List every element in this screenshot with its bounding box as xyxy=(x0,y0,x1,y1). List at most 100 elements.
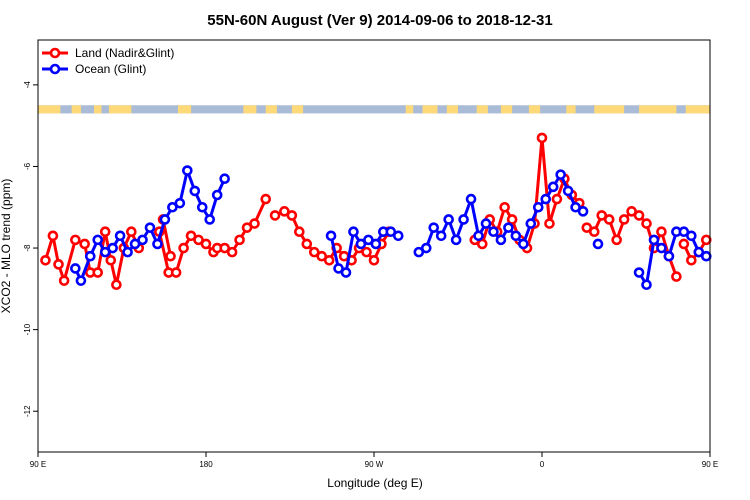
land-band-segment xyxy=(476,105,488,114)
data-point xyxy=(671,271,682,282)
data-point xyxy=(420,242,432,254)
data-point xyxy=(611,234,622,246)
x-axis-label: Longitude (deg E) xyxy=(327,476,422,490)
x-tick-label: 90 W xyxy=(365,460,384,469)
data-point xyxy=(325,230,337,242)
land-band-segment xyxy=(422,105,438,114)
y-tick-label: -6 xyxy=(23,162,32,170)
legend-label: Ocean (Glint) xyxy=(75,62,146,76)
data-point xyxy=(99,246,111,258)
land-band-segment xyxy=(38,105,61,114)
land-band-segment xyxy=(446,105,458,114)
data-point xyxy=(368,254,380,266)
data-point xyxy=(596,210,608,221)
data-point xyxy=(167,201,178,213)
data-point xyxy=(686,230,697,242)
series-ocean xyxy=(70,165,712,291)
data-point xyxy=(663,250,675,262)
data-point xyxy=(540,193,552,205)
y-axis-ticks: -12 -10 -8 -6 -4 xyxy=(23,81,38,417)
land-band-segment xyxy=(265,105,277,114)
data-point xyxy=(159,214,171,225)
data-point xyxy=(450,234,462,246)
data-point xyxy=(458,214,469,225)
data-point xyxy=(323,254,335,266)
land-band-segment xyxy=(243,105,257,114)
data-point xyxy=(92,267,104,278)
data-point xyxy=(648,234,660,246)
data-point xyxy=(700,250,712,262)
data-point xyxy=(413,246,425,258)
land-band-segment xyxy=(291,105,304,114)
legend-item: Ocean (Glint) xyxy=(42,62,146,76)
legend-marker xyxy=(49,47,61,59)
data-point xyxy=(641,218,652,229)
series-line xyxy=(682,239,708,262)
plot-series xyxy=(40,132,712,291)
data-point xyxy=(633,267,645,278)
data-point xyxy=(495,234,507,246)
land-band-segment xyxy=(71,105,81,114)
data-point xyxy=(40,254,51,266)
data-point xyxy=(269,210,281,221)
data-point xyxy=(111,279,122,291)
y-tick-label: -4 xyxy=(23,81,32,89)
data-point xyxy=(170,267,182,278)
data-point xyxy=(200,238,212,250)
data-point xyxy=(633,210,645,221)
data-point xyxy=(79,238,90,250)
y-tick-label: -8 xyxy=(23,244,32,252)
data-point xyxy=(506,214,518,225)
data-point xyxy=(678,226,690,238)
data-point xyxy=(355,238,367,250)
data-point xyxy=(107,242,118,254)
data-point xyxy=(592,238,604,250)
data-point xyxy=(370,238,382,250)
series-line xyxy=(274,209,391,262)
data-point xyxy=(532,201,544,213)
data-point xyxy=(385,226,397,238)
data-point xyxy=(476,238,488,250)
data-point xyxy=(555,169,566,180)
data-point xyxy=(189,185,201,197)
data-point xyxy=(260,193,272,205)
data-point xyxy=(99,226,111,238)
data-point xyxy=(678,238,690,250)
data-point xyxy=(126,226,137,238)
data-point xyxy=(656,242,667,254)
data-point xyxy=(536,132,548,144)
data-point xyxy=(226,246,238,258)
data-point xyxy=(488,226,499,238)
data-point xyxy=(544,218,555,229)
data-point xyxy=(473,230,484,242)
data-point xyxy=(185,230,197,242)
data-point xyxy=(84,250,96,262)
data-point xyxy=(618,214,630,225)
data-point xyxy=(47,230,59,242)
data-point xyxy=(196,201,208,213)
data-point xyxy=(562,185,574,197)
land-band-segment xyxy=(594,105,625,114)
data-point xyxy=(499,201,510,213)
data-point xyxy=(92,234,104,246)
data-point xyxy=(241,222,253,233)
data-point xyxy=(144,222,156,233)
land-band-segment xyxy=(639,105,677,114)
data-point xyxy=(286,210,298,221)
x-tick-label: 90 E xyxy=(702,460,718,469)
land-band-segment xyxy=(500,105,513,114)
data-point xyxy=(114,230,126,242)
land-band-segment xyxy=(178,105,192,114)
data-point xyxy=(182,165,193,176)
data-point xyxy=(626,206,637,217)
data-point xyxy=(435,230,447,242)
data-point xyxy=(577,206,589,217)
land-band-segment xyxy=(528,105,541,114)
data-point xyxy=(70,263,81,274)
land-band-segment xyxy=(405,105,414,114)
data-point xyxy=(641,279,652,291)
data-point xyxy=(70,234,81,246)
land-mask-band xyxy=(38,105,710,114)
legend-marker xyxy=(49,63,61,75)
